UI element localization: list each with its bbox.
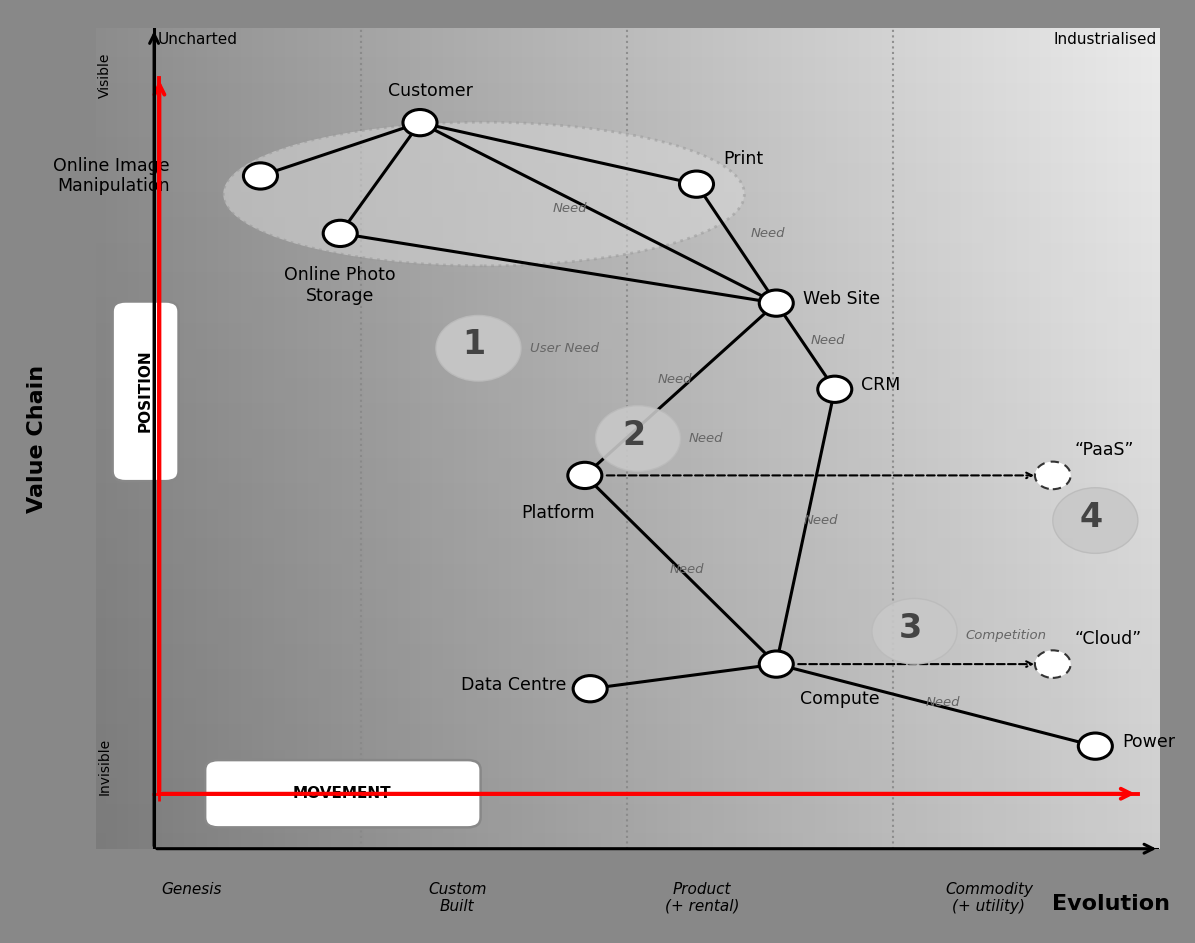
Text: Data Centre: Data Centre [461,675,566,694]
Text: Industrialised: Industrialised [1054,32,1157,47]
Text: 1: 1 [462,328,486,361]
FancyBboxPatch shape [112,302,178,481]
Text: Need: Need [553,203,588,215]
Text: Genesis: Genesis [161,882,221,897]
Text: CRM: CRM [862,376,901,394]
Circle shape [872,599,957,664]
Text: 4: 4 [1079,501,1103,534]
Circle shape [759,651,793,677]
Circle shape [244,163,277,190]
Text: Power: Power [1122,733,1175,751]
Circle shape [1035,462,1071,489]
Circle shape [403,109,437,136]
Text: Need: Need [670,563,704,576]
Ellipse shape [223,123,744,266]
Text: Product
(+ rental): Product (+ rental) [664,882,739,914]
Text: Custom
Built: Custom Built [428,882,486,914]
Circle shape [436,315,521,381]
Text: Need: Need [657,372,692,386]
Text: Customer: Customer [388,82,473,100]
Text: Web Site: Web Site [803,290,880,308]
Text: “Cloud”: “Cloud” [1074,630,1141,648]
Circle shape [817,376,852,403]
FancyBboxPatch shape [206,760,480,827]
Text: Need: Need [804,514,839,527]
Text: Uncharted: Uncharted [158,32,238,47]
Circle shape [1078,733,1113,759]
Text: Invisible: Invisible [98,738,111,795]
Circle shape [1053,488,1138,554]
Text: Need: Need [810,334,845,346]
Text: Print: Print [723,150,764,168]
Circle shape [680,171,713,197]
Circle shape [323,221,357,246]
Circle shape [595,405,681,472]
Text: Platform: Platform [521,505,595,522]
Text: Online Photo
Storage: Online Photo Storage [284,266,396,305]
Text: 3: 3 [899,611,921,644]
Circle shape [568,462,602,488]
Text: 2: 2 [623,419,645,452]
Text: MOVEMENT: MOVEMENT [293,786,392,802]
Text: Visible: Visible [98,53,111,98]
Text: Online Image
Manipulation: Online Image Manipulation [54,157,170,195]
Text: Need: Need [925,696,960,709]
Text: POSITION: POSITION [139,350,153,432]
Text: User Need: User Need [529,341,599,355]
Text: Competition: Competition [966,629,1047,642]
Circle shape [1035,651,1071,678]
Text: Commodity
(+ utility): Commodity (+ utility) [945,882,1032,914]
Text: Need: Need [690,432,723,445]
Circle shape [574,675,607,702]
Text: Compute: Compute [799,690,880,708]
Text: Need: Need [750,227,785,240]
Text: Evolution: Evolution [1052,894,1170,914]
Text: “PaaS”: “PaaS” [1074,441,1134,459]
Circle shape [759,290,793,316]
Text: Value Chain: Value Chain [27,364,47,513]
